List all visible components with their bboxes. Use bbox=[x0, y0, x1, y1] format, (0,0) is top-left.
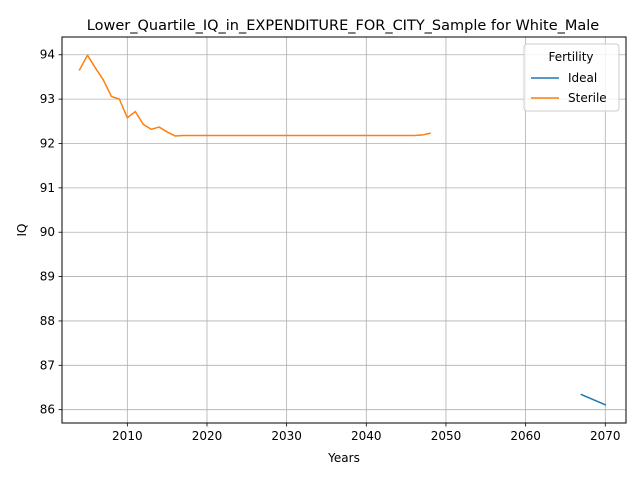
series-line-sterile bbox=[78, 54, 431, 137]
y-tick-label: 86 bbox=[40, 403, 55, 417]
y-tick-label: 88 bbox=[40, 314, 55, 328]
x-tick-label: 2070 bbox=[590, 429, 621, 443]
x-tick-label: 2020 bbox=[192, 429, 223, 443]
x-tick-label: 2030 bbox=[271, 429, 302, 443]
plot-frame bbox=[61, 36, 627, 424]
legend-label-ideal: Ideal bbox=[568, 71, 597, 85]
x-tick-label: 2050 bbox=[431, 429, 462, 443]
y-tick-label: 93 bbox=[40, 92, 55, 106]
x-axis-label: Years bbox=[327, 451, 360, 465]
y-axis-label: IQ bbox=[15, 224, 29, 237]
plot-lines bbox=[78, 54, 607, 406]
legend-label-sterile: Sterile bbox=[568, 91, 607, 105]
x-tick-label: 2010 bbox=[112, 429, 143, 443]
legend-title: Fertility bbox=[548, 50, 593, 64]
x-tick-label: 2060 bbox=[510, 429, 541, 443]
legend-box bbox=[523, 43, 620, 112]
y-tick-label: 87 bbox=[40, 358, 55, 372]
y-tick-label: 92 bbox=[40, 136, 55, 150]
y-tick-label: 94 bbox=[40, 48, 55, 62]
y-tick-label: 89 bbox=[40, 270, 55, 284]
x-axis-ticks: 2010 2020 2030 2040 2050 2060 2070 bbox=[112, 423, 621, 443]
series-line-ideal bbox=[580, 393, 607, 406]
y-tick-label: 90 bbox=[40, 225, 55, 239]
y-tick-label: 91 bbox=[40, 181, 55, 195]
y-axis-ticks: 86 87 88 89 90 91 92 93 94 bbox=[40, 48, 62, 417]
x-tick-label: 2040 bbox=[351, 429, 382, 443]
gridlines bbox=[62, 37, 626, 423]
chart-title: Lower_Quartile_IQ_in_EXPENDITURE_FOR_CIT… bbox=[87, 18, 600, 34]
legend: Fertility Ideal Sterile bbox=[523, 43, 620, 112]
